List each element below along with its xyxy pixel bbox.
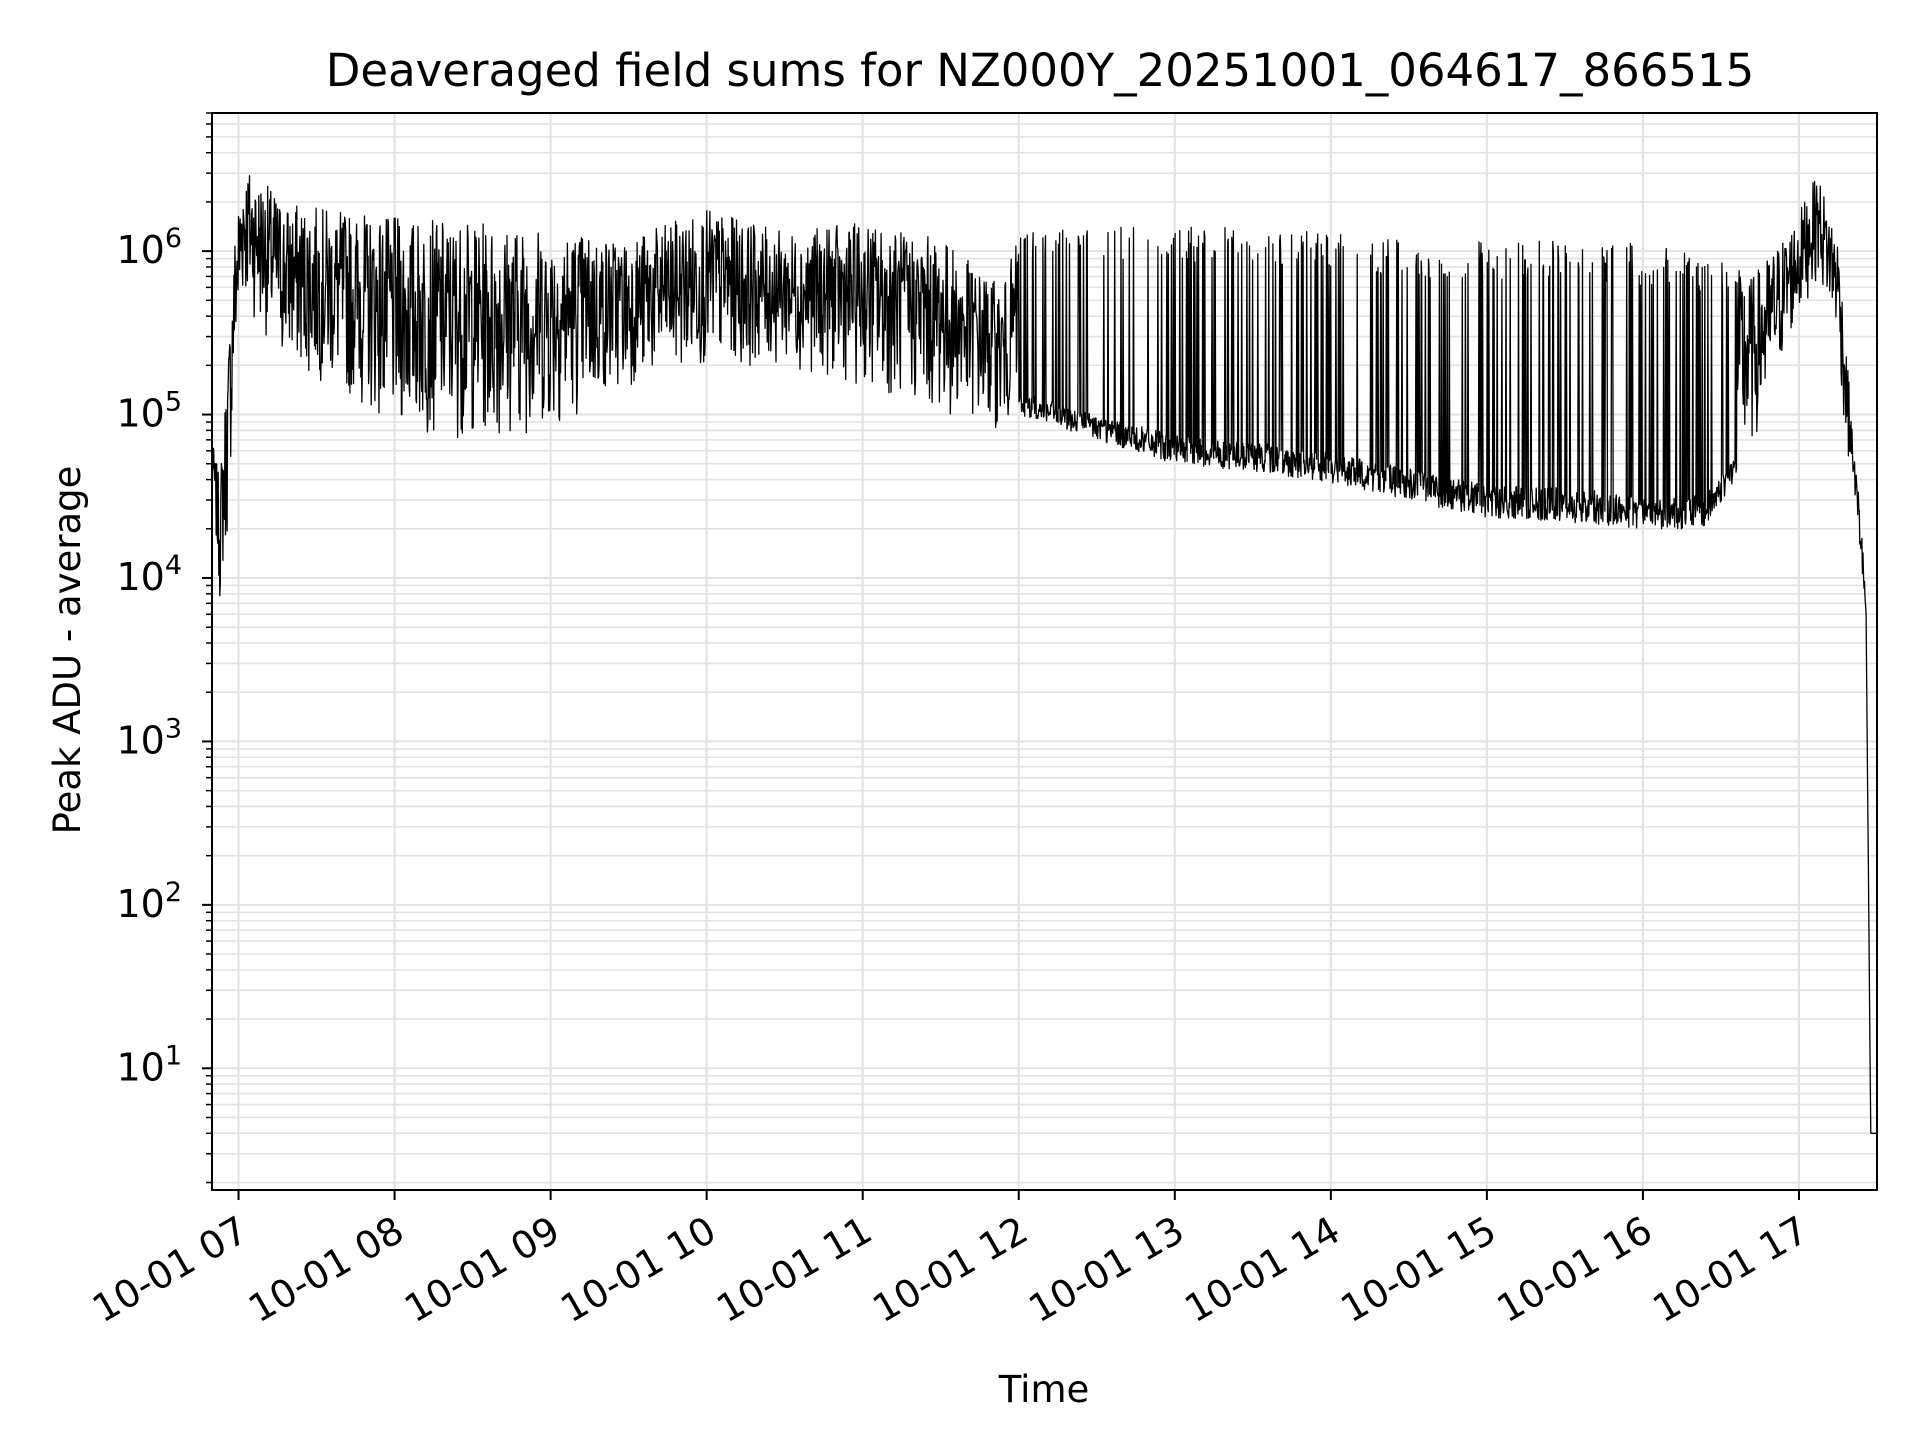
x-tick-label: 10-01 08: [241, 1208, 411, 1332]
y-tick-label: 101: [116, 1040, 182, 1089]
x-tick-label: 10-01 07: [85, 1208, 255, 1332]
series-layer: [211, 175, 1878, 1134]
series-line: [211, 175, 1878, 1134]
plot-frame: [211, 112, 1878, 1191]
y-tick-label: 106: [116, 223, 182, 272]
x-tick-label: 10-01 16: [1489, 1208, 1659, 1332]
x-tick-label: 10-01 15: [1333, 1208, 1503, 1332]
y-tick-label: 104: [116, 550, 182, 599]
x-tick-label: 10-01 09: [397, 1208, 567, 1332]
y-tick-label: 103: [116, 713, 182, 762]
x-tick-label: 10-01 13: [1021, 1208, 1191, 1332]
y-tick-label: 102: [116, 877, 182, 926]
y-tick-label: 105: [116, 387, 182, 436]
x-axis-label: Time: [998, 1368, 1090, 1411]
y-axis: 101 102 103 104 105 106: [116, 112, 212, 1184]
x-tick-label: 10-01 14: [1177, 1208, 1347, 1332]
x-tick-label: 10-01 10: [553, 1208, 723, 1332]
x-tick-label: 10-01 11: [709, 1208, 879, 1332]
x-tick-label: 10-01 17: [1646, 1208, 1816, 1332]
x-tick-label: 10-01 12: [865, 1208, 1035, 1332]
chart-title: Deaveraged field sums for NZ000Y_2025100…: [326, 44, 1755, 97]
y-axis-label: Peak ADU - average: [46, 466, 89, 835]
